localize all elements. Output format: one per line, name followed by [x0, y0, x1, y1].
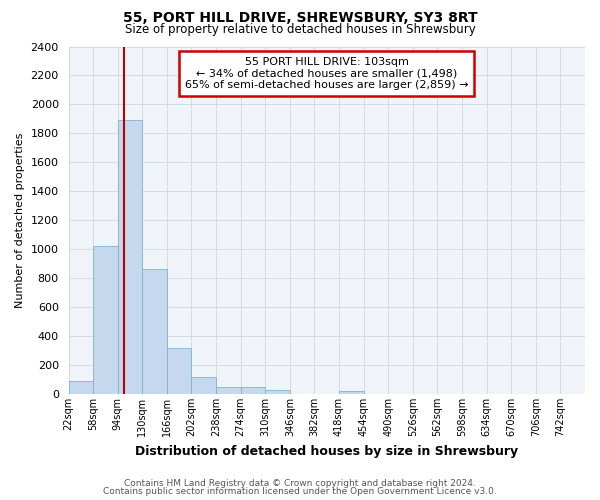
Text: Contains public sector information licensed under the Open Government Licence v3: Contains public sector information licen… [103, 487, 497, 496]
Y-axis label: Number of detached properties: Number of detached properties [15, 132, 25, 308]
Bar [68, 381, 93, 394]
Bar [339, 391, 364, 394]
Bar [241, 388, 265, 394]
Bar [191, 378, 216, 394]
Bar [265, 390, 290, 394]
Text: 55 PORT HILL DRIVE: 103sqm
← 34% of detached houses are smaller (1,498)
65% of s: 55 PORT HILL DRIVE: 103sqm ← 34% of deta… [185, 57, 469, 90]
Bar [216, 387, 241, 394]
Bar [118, 120, 142, 394]
Text: Contains HM Land Registry data © Crown copyright and database right 2024.: Contains HM Land Registry data © Crown c… [124, 478, 476, 488]
Text: Size of property relative to detached houses in Shrewsbury: Size of property relative to detached ho… [125, 22, 475, 36]
X-axis label: Distribution of detached houses by size in Shrewsbury: Distribution of detached houses by size … [135, 444, 518, 458]
Bar [167, 348, 191, 394]
Bar [93, 246, 118, 394]
Text: 55, PORT HILL DRIVE, SHREWSBURY, SY3 8RT: 55, PORT HILL DRIVE, SHREWSBURY, SY3 8RT [122, 11, 478, 25]
Bar [142, 270, 167, 394]
